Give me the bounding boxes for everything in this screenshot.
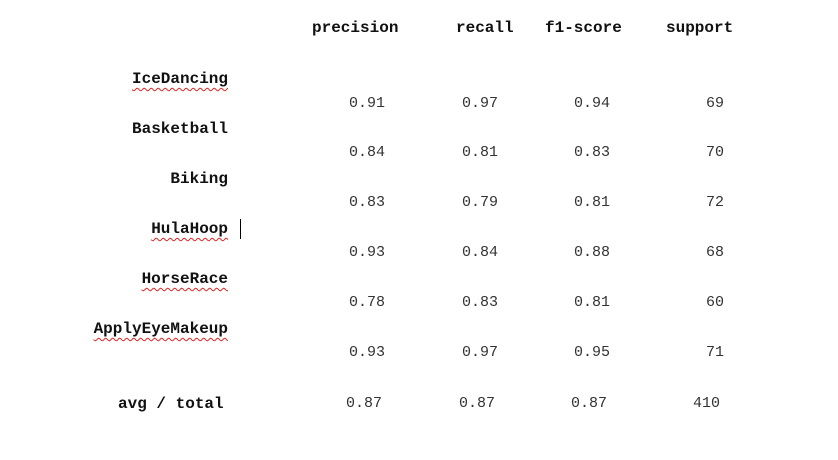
cell-support: 69 (705, 95, 724, 112)
cell-f1-score: 0.83 (573, 144, 610, 161)
row-label: Biking (170, 170, 228, 188)
cell-f1-score: 0.94 (573, 95, 610, 112)
cell-f1-score: 0.95 (573, 344, 610, 361)
cell-recall: 0.97 (461, 344, 498, 361)
header-recall: recall (456, 19, 514, 37)
cell-support: 70 (705, 144, 724, 161)
total-precision: 0.87 (345, 395, 382, 412)
row-label: ApplyEyeMakeup (93, 320, 228, 338)
cell-support: 72 (705, 194, 724, 211)
cell-precision: 0.93 (348, 344, 385, 361)
cell-recall: 0.97 (461, 95, 498, 112)
cell-precision: 0.83 (348, 194, 385, 211)
cell-recall: 0.84 (461, 244, 498, 261)
row-label: IceDancing (131, 70, 228, 88)
total-label: avg / total (118, 395, 224, 413)
header-f1-score: f1-score (545, 19, 622, 37)
cell-precision: 0.78 (348, 294, 385, 311)
cell-recall: 0.81 (461, 144, 498, 161)
cell-support: 68 (705, 244, 724, 261)
total-recall: 0.87 (458, 395, 495, 412)
cell-precision: 0.84 (348, 144, 385, 161)
cell-precision: 0.93 (348, 244, 385, 261)
header-precision: precision (312, 19, 399, 37)
row-label: HorseRace (141, 270, 228, 288)
row-label: Basketball (131, 120, 228, 138)
header-support: support (666, 19, 734, 37)
row-label: HulaHoop (151, 220, 228, 238)
cell-f1-score: 0.88 (573, 244, 610, 261)
cell-support: 60 (705, 294, 724, 311)
cell-f1-score: 0.81 (573, 294, 610, 311)
text-cursor (240, 219, 241, 239)
cell-recall: 0.83 (461, 294, 498, 311)
cell-support: 71 (705, 344, 724, 361)
cell-f1-score: 0.81 (573, 194, 610, 211)
total-support: 410 (692, 395, 720, 412)
cell-recall: 0.79 (461, 194, 498, 211)
total-f1-score: 0.87 (570, 395, 607, 412)
cell-precision: 0.91 (348, 95, 385, 112)
